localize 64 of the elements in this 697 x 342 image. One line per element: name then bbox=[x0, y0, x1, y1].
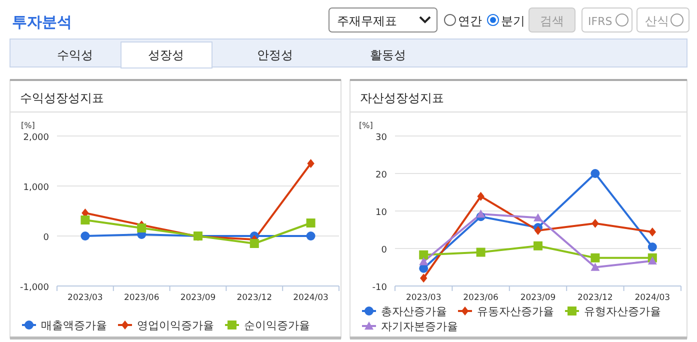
y-tick-label: 1,000 bbox=[23, 183, 50, 193]
point bbox=[590, 169, 600, 178]
text: 성장성 bbox=[148, 48, 184, 62]
x-tick-label: 2023/09 bbox=[520, 293, 556, 303]
text: 주재무제표 bbox=[337, 14, 397, 28]
point bbox=[307, 159, 314, 168]
x-tick-label: 2024/03 bbox=[293, 293, 328, 303]
text: 안정성 bbox=[257, 48, 293, 62]
point bbox=[419, 257, 428, 266]
text: 검색 bbox=[540, 14, 564, 28]
legend-label: 자기자본증가율 bbox=[381, 320, 458, 333]
text: 활동성 bbox=[370, 48, 406, 62]
x-tick-label: 2024/03 bbox=[634, 293, 670, 303]
point bbox=[590, 262, 600, 271]
text: 투자분석 bbox=[12, 13, 72, 31]
legend-label: 영업이익증가율 bbox=[137, 319, 214, 332]
y-tick-label: -10 bbox=[372, 283, 388, 293]
y-tick-label: 0 bbox=[43, 233, 50, 243]
point bbox=[419, 250, 428, 260]
point bbox=[534, 213, 542, 222]
legend-label: 매출액증가율 bbox=[41, 319, 107, 332]
point bbox=[80, 232, 90, 240]
y-tick-label: 2,000 bbox=[23, 133, 50, 143]
x-tick-label: 2023/03 bbox=[406, 293, 442, 303]
point bbox=[648, 256, 657, 264]
point bbox=[648, 242, 657, 252]
text: IFRS bbox=[588, 15, 612, 28]
point bbox=[420, 274, 428, 283]
legend-label: 유동자산증가율 bbox=[477, 305, 554, 318]
point bbox=[250, 239, 259, 248]
legend-label: 유형자산증가율 bbox=[584, 305, 661, 318]
y-tick-label: 30 bbox=[376, 133, 388, 143]
legend-label: 순이익증가율 bbox=[244, 319, 310, 332]
x-tick-label: 2023/06 bbox=[463, 293, 498, 303]
point bbox=[476, 248, 486, 257]
point bbox=[306, 232, 316, 240]
y-tick-label: 20 bbox=[376, 170, 388, 180]
chart-title: 수익성장성지표 bbox=[20, 91, 104, 105]
text: 분기 bbox=[501, 14, 525, 28]
y-axis-title: [%] bbox=[359, 121, 373, 130]
point bbox=[306, 218, 316, 228]
text: 연간 bbox=[458, 14, 482, 28]
point bbox=[476, 210, 486, 218]
chart-title: 자산성장성지표 bbox=[360, 91, 444, 105]
text: 수익성 bbox=[57, 48, 93, 62]
point bbox=[534, 226, 542, 235]
y-axis-title: [%] bbox=[21, 121, 35, 130]
y-tick-label: 0 bbox=[381, 246, 388, 256]
legend-label: 총자산증가율 bbox=[381, 305, 447, 318]
x-tick-label: 2023/09 bbox=[180, 293, 216, 303]
x-tick-label: 2023/06 bbox=[124, 293, 160, 303]
point bbox=[648, 228, 656, 236]
y-tick-label: 10 bbox=[376, 208, 388, 218]
y-tick-label: -1,000 bbox=[20, 283, 50, 293]
x-tick-label: 2023/12 bbox=[236, 293, 272, 303]
point bbox=[592, 218, 599, 228]
point bbox=[80, 216, 90, 224]
point bbox=[477, 192, 484, 201]
text: 산식 bbox=[645, 14, 669, 28]
x-tick-label: 2023/03 bbox=[68, 293, 103, 303]
point bbox=[137, 224, 146, 232]
x-tick-label: 2023/12 bbox=[578, 293, 613, 303]
point bbox=[534, 241, 542, 250]
point bbox=[590, 253, 600, 262]
